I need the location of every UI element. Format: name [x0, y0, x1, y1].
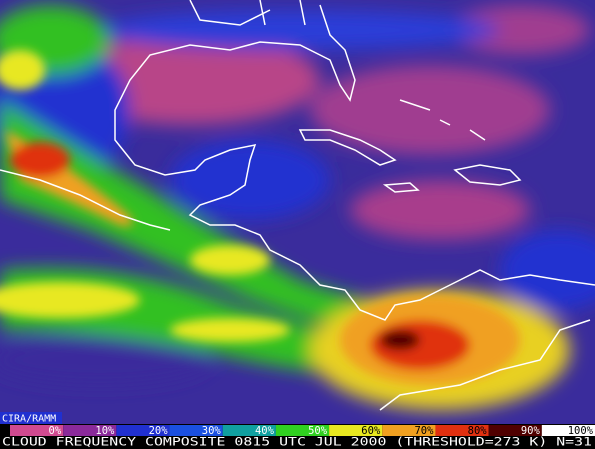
legend-swatch — [329, 425, 383, 436]
legend-swatch — [63, 425, 117, 436]
legend-swatch — [169, 425, 223, 436]
legend-swatch — [382, 425, 436, 436]
caption: CLOUD FREQUENCY COMPOSITE 0815 UTC JUL 2… — [2, 435, 592, 449]
color-legend: 0% 10% 20% 30% 40% 50% 60% 70% 80% 90% 100% — [10, 425, 595, 437]
legend-label: 10% — [95, 425, 115, 437]
legend-swatch — [435, 425, 489, 436]
legend-label: 90% — [521, 425, 541, 437]
legend-swatch — [541, 425, 595, 436]
legend-label: 0% — [49, 425, 62, 437]
legend-label: 50% — [308, 425, 328, 437]
legend-label: 20% — [149, 425, 169, 437]
legend-swatch — [10, 425, 64, 436]
legend-label: 70% — [414, 425, 434, 437]
credit-box — [0, 412, 62, 424]
legend-swatch — [275, 425, 330, 436]
credit: CIRA/RAMM — [2, 414, 56, 425]
legend-label: 30% — [202, 425, 222, 437]
legend-label: 80% — [468, 425, 488, 437]
legend-swatch — [116, 425, 170, 436]
legend-label: 40% — [255, 425, 275, 437]
legend-label: 100% — [568, 425, 594, 437]
legend-swatch — [488, 425, 542, 436]
legend-label: 60% — [361, 425, 381, 437]
coastlines — [0, 0, 595, 411]
cloud-map — [0, 0, 595, 424]
legend-swatch — [222, 425, 276, 436]
